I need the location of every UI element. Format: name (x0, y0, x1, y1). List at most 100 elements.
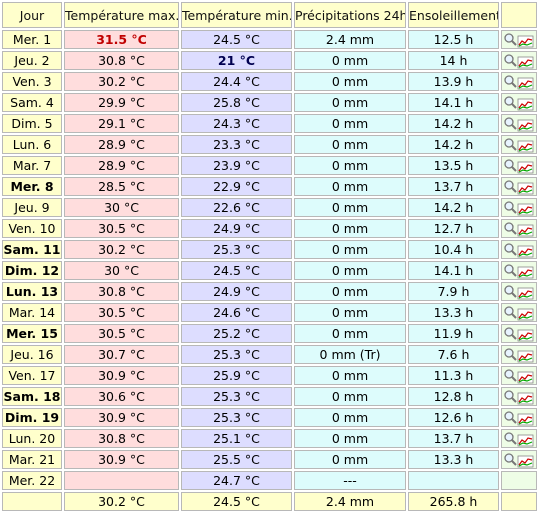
precipitation-cell: 0 mm (294, 387, 406, 406)
min-temp-cell: 23.9 °C (181, 156, 292, 175)
min-temp-cell: 24.9 °C (181, 219, 292, 238)
min-temp-cell: 25.3 °C (181, 240, 292, 259)
row: Sam. 4 29.9 °C 25.8 °C 0 mm 14.1 h (2, 93, 537, 112)
day-cell: Mer. 8 (2, 177, 62, 196)
max-temp-cell: 28.9 °C (64, 135, 179, 154)
day-cell: Dim. 5 (2, 114, 62, 133)
day-cell: Jeu. 2 (2, 51, 62, 70)
detail-icon[interactable] (501, 345, 537, 364)
max-temp-cell: 30.5 °C (64, 324, 179, 343)
detail-icon[interactable] (501, 219, 537, 238)
icon (504, 369, 534, 384)
precipitation-cell: 0 mm (294, 429, 406, 448)
row: Lun. 20 30.8 °C 25.1 °C 0 mm 13.7 h (2, 429, 537, 448)
row: Lun. 13 30.8 °C 24.9 °C 0 mm 7.9 h (2, 282, 537, 301)
icon (504, 453, 534, 468)
icon (504, 117, 534, 132)
footer-cell: 30.2 °C (64, 492, 179, 511)
footer-cell (2, 492, 62, 511)
detail-icon[interactable] (501, 408, 537, 427)
detail-icon[interactable] (501, 156, 537, 175)
icon (504, 390, 534, 405)
min-temp-cell: 24.5 °C (181, 261, 292, 280)
detail-icon (501, 471, 537, 490)
min-temp-cell: 24.7 °C (181, 471, 292, 490)
row: Dim. 19 30.9 °C 25.3 °C 0 mm 12.6 h (2, 408, 537, 427)
row: Lun. 6 28.9 °C 23.3 °C 0 mm 14.2 h (2, 135, 537, 154)
row: Mar. 21 30.9 °C 25.5 °C 0 mm 13.3 h (2, 450, 537, 469)
day-cell: Lun. 13 (2, 282, 62, 301)
precipitation-cell: 0 mm (294, 282, 406, 301)
max-temp-cell: 30.2 °C (64, 72, 179, 91)
footer-cell (501, 492, 537, 511)
min-temp-cell: 25.3 °C (181, 408, 292, 427)
detail-icon[interactable] (501, 261, 537, 280)
min-temp-cell: 24.9 °C (181, 282, 292, 301)
precipitation-cell: 0 mm (294, 240, 406, 259)
day-cell: Ven. 17 (2, 366, 62, 385)
day-cell: Jeu. 9 (2, 198, 62, 217)
row: Ven. 10 30.5 °C 24.9 °C 0 mm 12.7 h (2, 219, 537, 238)
day-cell: Sam. 4 (2, 93, 62, 112)
icon (504, 348, 534, 363)
icon (504, 75, 534, 90)
sunshine-cell: 7.6 h (408, 345, 499, 364)
detail-icon[interactable] (501, 324, 537, 343)
detail-icon[interactable] (501, 450, 537, 469)
max-temp-cell: 29.1 °C (64, 114, 179, 133)
detail-icon[interactable] (501, 93, 537, 112)
max-temp-cell: 30.9 °C (64, 366, 179, 385)
row: Jeu. 2 30.8 °C 21 °C 0 mm 14 h (2, 51, 537, 70)
icon (504, 285, 534, 300)
row: Sam. 11 30.2 °C 25.3 °C 0 mm 10.4 h (2, 240, 537, 259)
row: Dim. 12 30 °C 24.5 °C 0 mm 14.1 h (2, 261, 537, 280)
row: Jeu. 9 30 °C 22.6 °C 0 mm 14.2 h (2, 198, 537, 217)
min-temp-cell: 25.3 °C (181, 345, 292, 364)
row: Sam. 18 30.6 °C 25.3 °C 0 mm 12.8 h (2, 387, 537, 406)
detail-icon[interactable] (501, 282, 537, 301)
row: Mer. 8 28.5 °C 22.9 °C 0 mm 13.7 h (2, 177, 537, 196)
detail-icon[interactable] (501, 72, 537, 91)
sunshine-cell: 13.7 h (408, 429, 499, 448)
icon (504, 180, 534, 195)
header-row: Jour Température max. Température min. Préc… (2, 2, 537, 28)
header-cell (501, 2, 537, 28)
sunshine-cell: 14.1 h (408, 261, 499, 280)
icon (504, 327, 534, 342)
min-temp-cell: 25.5 °C (181, 450, 292, 469)
day-cell: Ven. 3 (2, 72, 62, 91)
icon (504, 138, 534, 153)
icon (504, 201, 534, 216)
icon (504, 243, 534, 258)
detail-icon[interactable] (501, 429, 537, 448)
detail-icon[interactable] (501, 30, 537, 49)
day-cell: Mer. 22 (2, 471, 62, 490)
detail-icon[interactable] (501, 135, 537, 154)
day-cell: Mar. 21 (2, 450, 62, 469)
detail-icon[interactable] (501, 303, 537, 322)
precipitation-cell: 0 mm (294, 408, 406, 427)
row: Ven. 17 30.9 °C 25.9 °C 0 mm 11.3 h (2, 366, 537, 385)
header-cell: Température max. (64, 2, 179, 28)
min-temp-cell: 24.5 °C (181, 30, 292, 49)
precipitation-cell: 0 mm (294, 366, 406, 385)
precipitation-cell: 0 mm (294, 450, 406, 469)
max-temp-cell: 30.9 °C (64, 408, 179, 427)
detail-icon[interactable] (501, 198, 537, 217)
sunshine-cell: 12.8 h (408, 387, 499, 406)
detail-icon[interactable] (501, 51, 537, 70)
detail-icon[interactable] (501, 240, 537, 259)
sunshine-cell: 11.9 h (408, 324, 499, 343)
row: Mer. 22 24.7 °C --- (2, 471, 537, 490)
day-cell: Sam. 18 (2, 387, 62, 406)
header-cell: Température min. (181, 2, 292, 28)
detail-icon[interactable] (501, 366, 537, 385)
row: Ven. 3 30.2 °C 24.4 °C 0 mm 13.9 h (2, 72, 537, 91)
detail-icon[interactable] (501, 177, 537, 196)
detail-icon[interactable] (501, 387, 537, 406)
min-temp-cell: 25.9 °C (181, 366, 292, 385)
icon (504, 159, 534, 174)
detail-icon[interactable] (501, 114, 537, 133)
row: Dim. 5 29.1 °C 24.3 °C 0 mm 14.2 h (2, 114, 537, 133)
